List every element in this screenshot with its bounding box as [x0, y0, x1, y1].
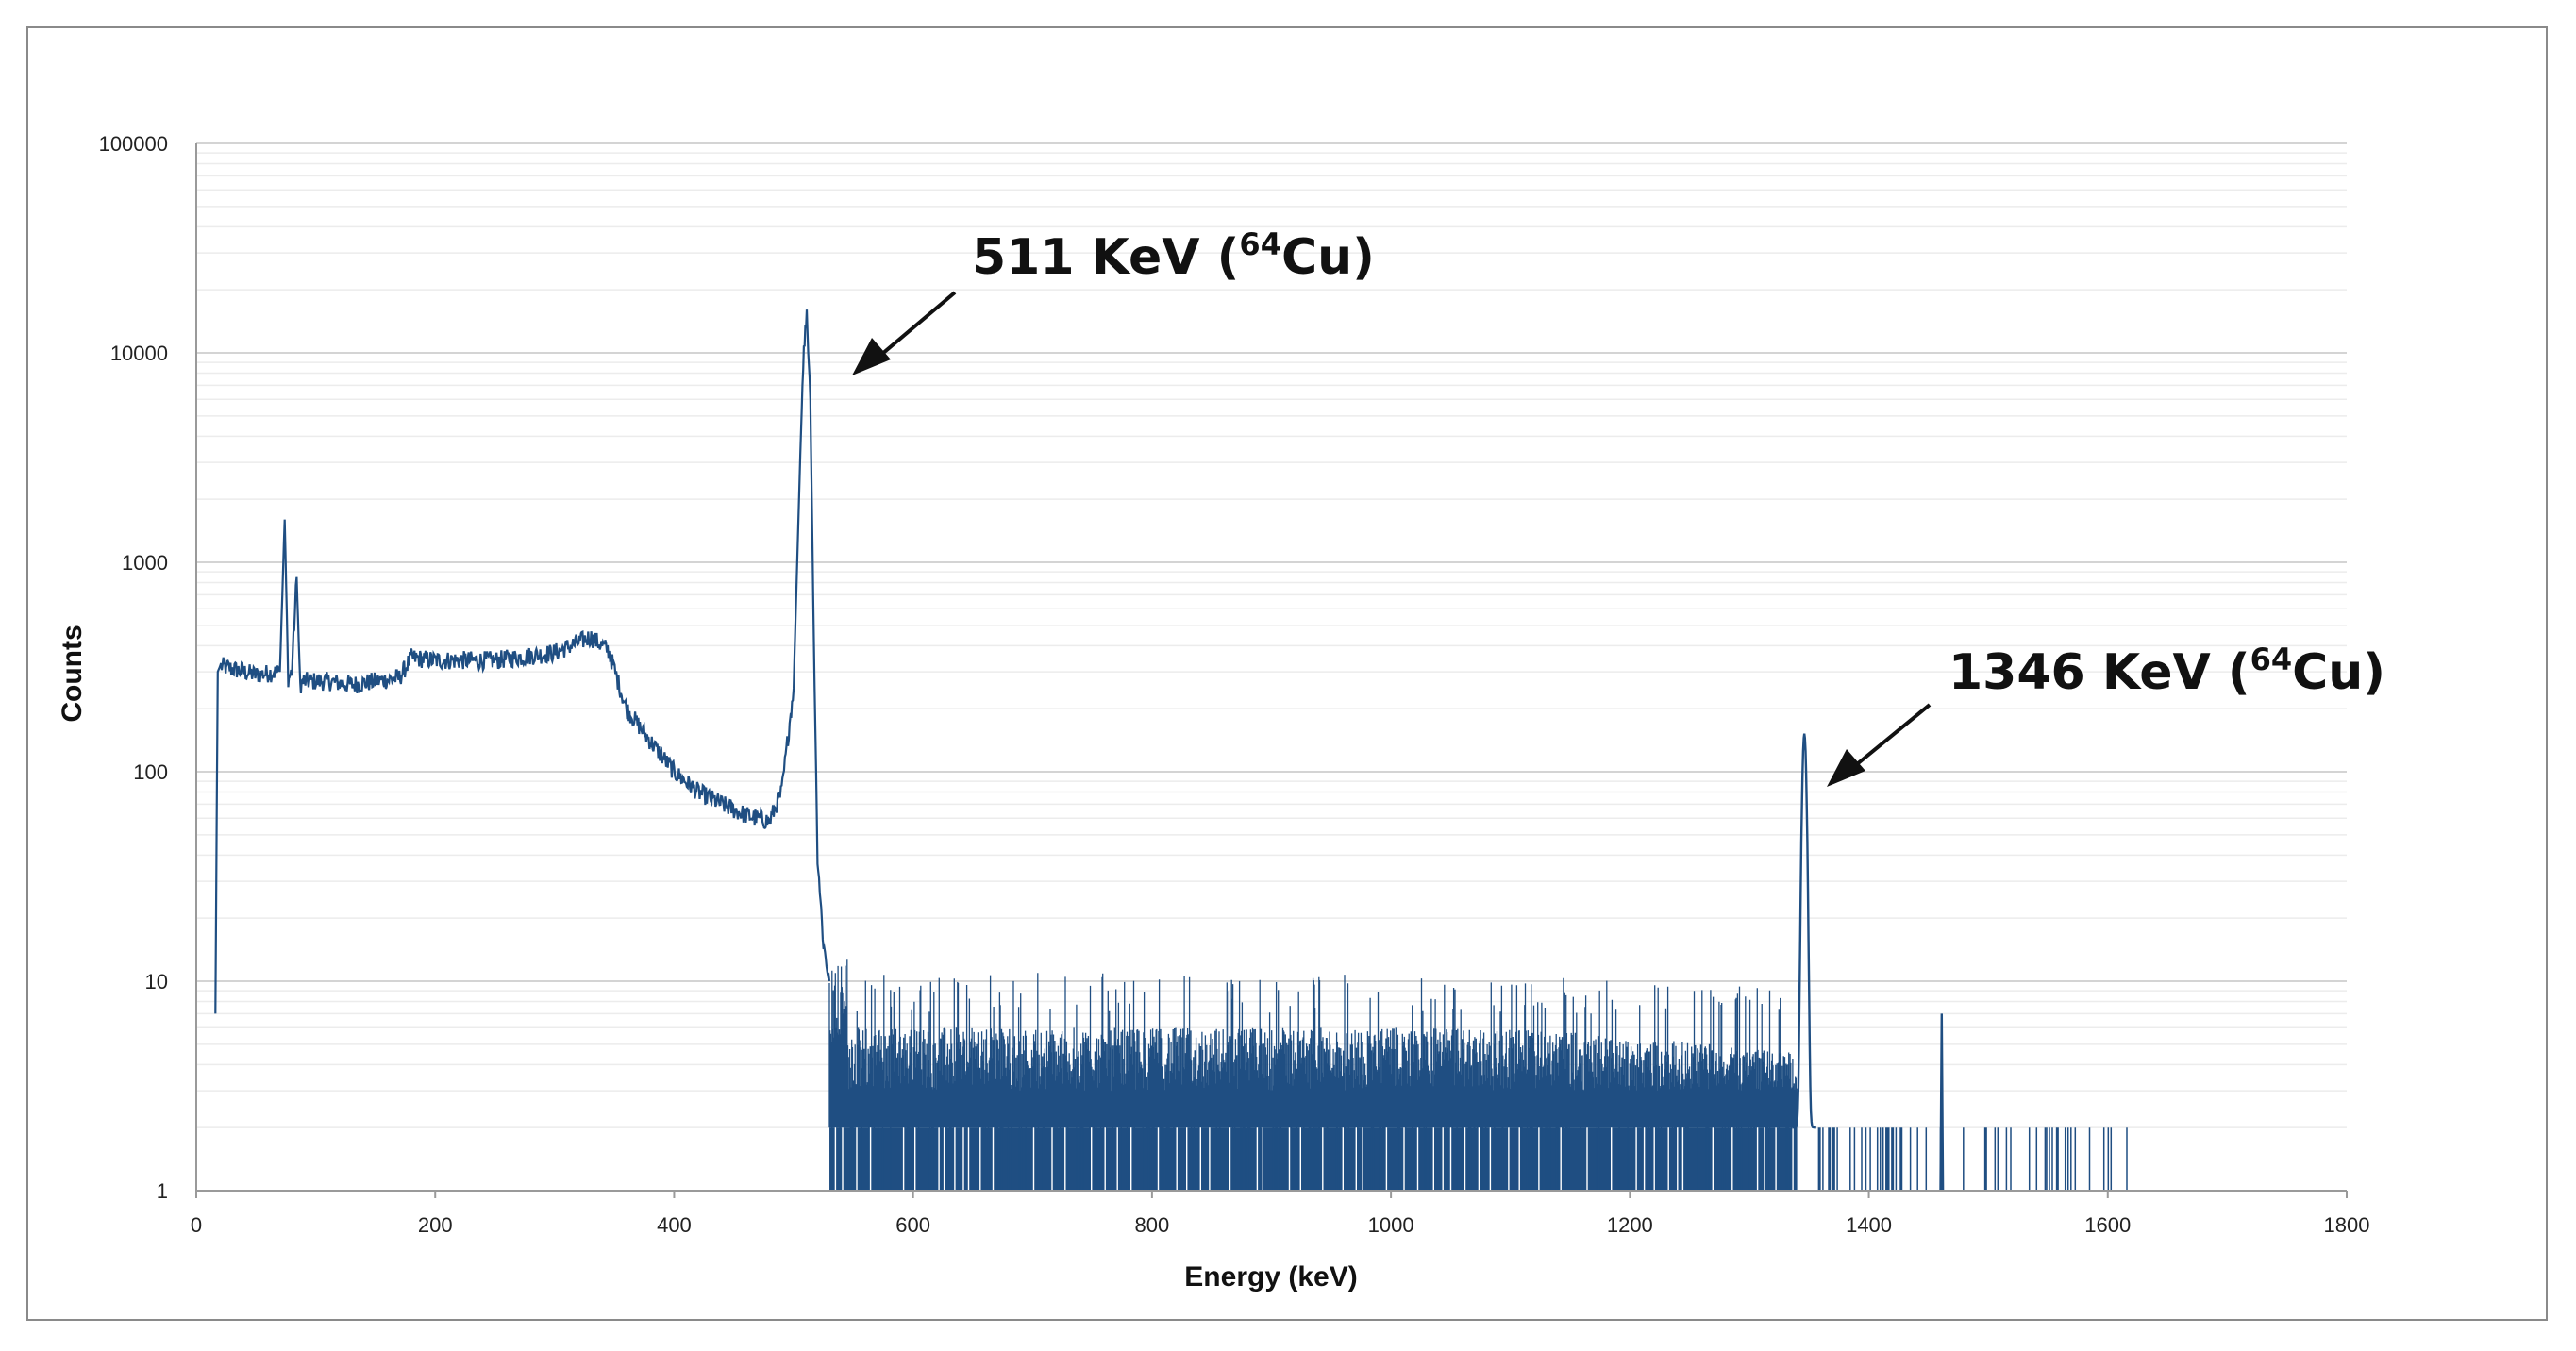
annotation-511-main: 511 KeV ( — [972, 229, 1239, 286]
x-tick-label: 1400 — [1846, 1213, 1892, 1237]
y-tick-label: 1000 — [122, 551, 168, 575]
x-tick-label: 200 — [418, 1213, 453, 1237]
annotation-511-sup: 64 — [1239, 226, 1281, 262]
annotation-1346-label: 1346 KeV (64Cu) — [1949, 642, 2385, 701]
x-tick-label: 600 — [895, 1213, 930, 1237]
noise-region — [828, 959, 1798, 1191]
annotations: 511 KeV (64Cu) 1346 KeV (64Cu) — [852, 226, 2385, 787]
spectrum-line — [214, 309, 831, 1014]
x-axis-title: Energy (keV) — [1184, 1261, 1357, 1293]
x-tick-label: 800 — [1135, 1213, 1170, 1237]
y-tick-label: 100000 — [99, 132, 168, 156]
y-tick-label: 10000 — [110, 342, 168, 365]
annotation-1346-main: 1346 KeV ( — [1949, 644, 2250, 701]
axes — [195, 143, 2347, 1192]
x-tick-label: 1000 — [1368, 1213, 1414, 1237]
x-tick-label: 1800 — [2324, 1213, 2370, 1237]
x-tick-label: 400 — [657, 1213, 692, 1237]
y-tick-labels: 1 10 100 1000 10000 100000 — [99, 132, 168, 1203]
x-tick-label: 0 — [191, 1213, 202, 1237]
high-energy-tail — [1817, 1127, 2128, 1191]
annotation-1346-arrow-line — [1855, 703, 1932, 766]
y-tick-label: 1 — [157, 1179, 168, 1203]
chart-frame — [26, 26, 2548, 1321]
noise-gaps — [834, 1127, 1794, 1191]
series-layer — [214, 309, 2128, 1192]
annotation-511-arrowhead — [852, 338, 891, 375]
annotation-1346-sup: 64 — [2250, 642, 2293, 677]
y-tick-label: 100 — [133, 760, 168, 784]
annotation-1346-arrowhead — [1827, 749, 1865, 787]
annotation-511-arrow-line — [880, 291, 957, 356]
annotation-511-tail: Cu) — [1281, 229, 1375, 286]
peak-1346 — [1792, 733, 1816, 1129]
grid — [196, 142, 2347, 1192]
x-tick-label: 1600 — [2084, 1213, 2131, 1237]
peak-1461 — [1939, 1013, 1945, 1192]
x-tick-label: 1200 — [1607, 1213, 1653, 1237]
annotation-511-label: 511 KeV (64Cu) — [972, 226, 1375, 286]
y-axis-title: Counts — [57, 625, 88, 722]
x-tick-labels: 0 200 400 600 800 1000 1200 1400 1600 1800 — [191, 1191, 2370, 1237]
y-tick-label: 10 — [145, 970, 168, 993]
annotation-1346-tail: Cu) — [2292, 644, 2385, 701]
